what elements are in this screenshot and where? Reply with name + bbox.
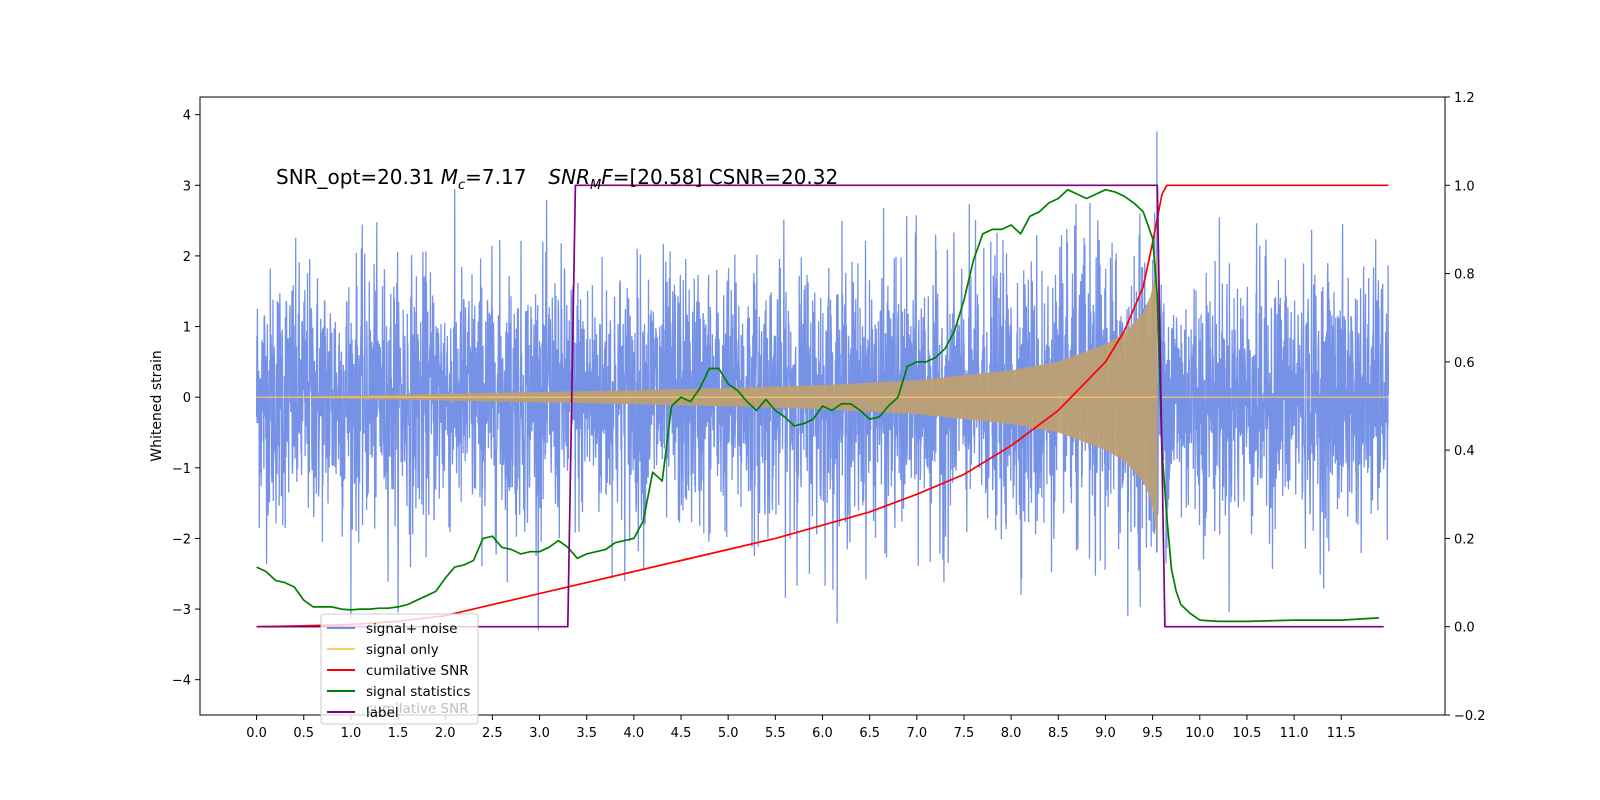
annotation-mc-sub: c [458,178,465,193]
x-tick-label: 10.0 [1185,726,1214,741]
y-tick-label: 2 [183,250,191,265]
x-tick-label: 8.0 [1001,726,1022,741]
x-tick-label: 9.5 [1142,726,1163,741]
legend-ghost-text: cumilative SNR [366,701,469,717]
x-tick-label: 11.0 [1280,726,1309,741]
y-tick-label: −2 [172,532,191,547]
annotation-snr-sub: M [590,178,601,193]
y-tick-label: 0 [183,391,191,406]
x-tick-label: 7.0 [906,726,927,741]
x-axis: 0.0 0.5 1.0 1.5 2.0 2.5 3.0 3.5 4.0 4.5 5.0 5.5 6.0 6… [246,715,1356,741]
x-tick-label: 9.0 [1095,726,1116,741]
y-tick-label: 1 [183,321,191,336]
series-label [256,184,1384,628]
y-axis-left: −4 −3 −2 −1 0 1 2 3 4 [172,109,200,689]
x-tick-label: 8.5 [1048,726,1069,741]
legend-label: signal only [366,642,439,658]
legend-label: signal statistics [366,684,470,700]
legend-label: signal+ noise [366,621,457,637]
annotation-snr-sub2: F [601,165,613,189]
x-tick-label: 6.0 [812,726,833,741]
series-signal-statistics [256,188,1380,623]
x-tick-label: 3.0 [529,726,550,741]
annotation-mc-value: =7.17 [465,165,526,189]
x-tick-label: 1.0 [341,726,362,741]
x-tick-label: 2.5 [482,726,503,741]
x-tick-label: 10.5 [1232,726,1261,741]
y-right-tick-label: −0.2 [1454,709,1486,724]
legend: cumilative SNR signal+ noise signal only c… [320,613,479,725]
x-tick-label: 11.5 [1327,726,1356,741]
x-tick-label: 0.5 [293,726,314,741]
y-tick-label: −3 [172,603,191,618]
x-tick-label: 4.0 [624,726,645,741]
y-right-tick-label: 1.0 [1454,179,1475,194]
x-tick-label: 7.5 [954,726,975,741]
x-tick-label: 1.5 [388,726,409,741]
legend-label: label [366,705,399,721]
x-tick-label: 5.0 [718,726,739,741]
y-right-tick-label: 0.0 [1454,621,1475,636]
x-tick-label: 3.5 [576,726,597,741]
y-right-tick-label: 1.2 [1454,91,1475,106]
annotation-mc-symbol: M [441,165,458,189]
x-tick-label: 4.5 [671,726,692,741]
snr-annotation: SNR_opt=20.31 Mc=7.17 SNRMF=[20.58] CSNR=… [276,165,838,193]
y-tick-label: 3 [183,179,191,194]
annotation-snr-symbol: SNR [548,165,590,189]
y-tick-label: −4 [172,674,191,689]
annotation-snr-opt: SNR_opt=20.31 [276,165,441,189]
y-axis-right: −0.2 0.0 0.2 0.4 0.6 0.8 1.0 1.2 [1445,91,1486,724]
x-tick-label: 6.5 [859,726,880,741]
y-axis-label: Whitened strain [149,350,165,461]
y-right-tick-label: 0.8 [1454,268,1475,283]
y-right-tick-label: 0.6 [1454,356,1475,371]
legend-label: cumilative SNR [366,663,469,679]
y-tick-label: 4 [183,109,191,124]
y-right-tick-label: 0.4 [1454,444,1475,459]
x-tick-label: 0.0 [246,726,267,741]
x-tick-label: 5.5 [765,726,786,741]
y-tick-label: −1 [172,462,191,477]
x-tick-label: 2.0 [435,726,456,741]
annotation-snr-value: =[20.58] CSNR=20.32 [613,165,839,189]
legend-box [320,613,479,725]
y-right-tick-label: 0.2 [1454,532,1475,547]
